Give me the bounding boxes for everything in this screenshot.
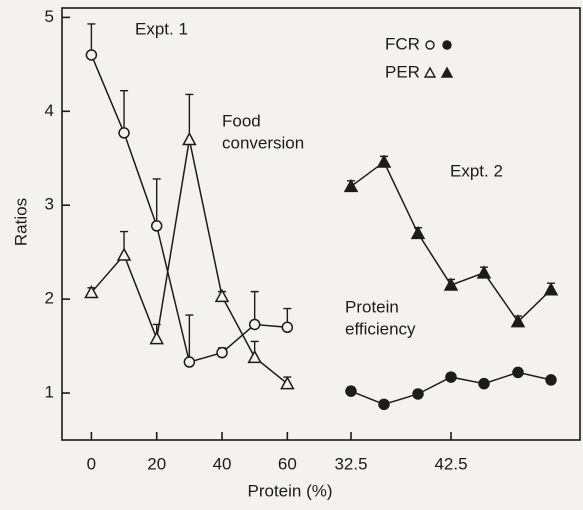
data-point (281, 321, 294, 334)
data-point (345, 385, 357, 397)
data-point (376, 154, 392, 168)
error-bar (185, 314, 194, 363)
data-point (478, 377, 490, 390)
y-tick-label: 5 (45, 7, 54, 26)
data-point (510, 314, 526, 328)
x-tick-label: 42.5 (434, 454, 467, 473)
y-tick-label: 3 (45, 195, 54, 214)
data-point (476, 265, 492, 279)
data-point (410, 225, 426, 240)
y-tick-label: 4 (45, 101, 54, 120)
legend-label: FCR (385, 34, 420, 53)
data-point (445, 371, 457, 383)
data-point (116, 247, 132, 261)
x-tick-label: 40 (213, 454, 232, 473)
data-point (280, 376, 295, 390)
data-point (216, 346, 228, 359)
x-axis-label: Protein (%) (247, 481, 332, 500)
panel-title: Expt. 1 (135, 19, 188, 38)
data-point (343, 178, 359, 193)
annotation: conversion (222, 133, 304, 152)
error-bar (152, 178, 161, 226)
y-tick-label: 1 (45, 383, 54, 402)
data-point (412, 388, 424, 400)
x-tick-label: 60 (278, 454, 297, 473)
legend-label: PER (385, 62, 420, 81)
data-point (214, 288, 230, 303)
data-point (150, 220, 163, 232)
data-point (85, 49, 98, 61)
data-point (247, 349, 262, 364)
annotation: Food (222, 111, 261, 130)
data-point (443, 277, 459, 291)
data-point (378, 398, 390, 411)
panel-title: Expt. 2 (450, 161, 503, 180)
plot-frame (61, 7, 581, 441)
y-tick-label: 2 (45, 289, 54, 308)
legend-symbol (425, 40, 435, 50)
data-point (183, 356, 196, 368)
x-tick-label: 20 (147, 454, 166, 473)
annotation: efficiency (345, 319, 416, 338)
legend-symbol (423, 66, 437, 78)
legend-symbol (442, 40, 452, 50)
error-bar (120, 89, 129, 133)
y-axis-label: Ratios (11, 198, 30, 246)
data-point (512, 366, 524, 379)
data-point (545, 374, 557, 386)
x-tick-label: 0 (87, 454, 96, 473)
x-tick-label: 32.5 (334, 454, 367, 473)
data-point (118, 127, 130, 139)
data-point (543, 282, 559, 296)
data-point (248, 318, 261, 331)
legend-symbol (440, 66, 454, 78)
data-point (182, 131, 197, 146)
annotation: Protein (345, 297, 399, 316)
data-point (149, 331, 164, 345)
data-point (84, 284, 99, 299)
